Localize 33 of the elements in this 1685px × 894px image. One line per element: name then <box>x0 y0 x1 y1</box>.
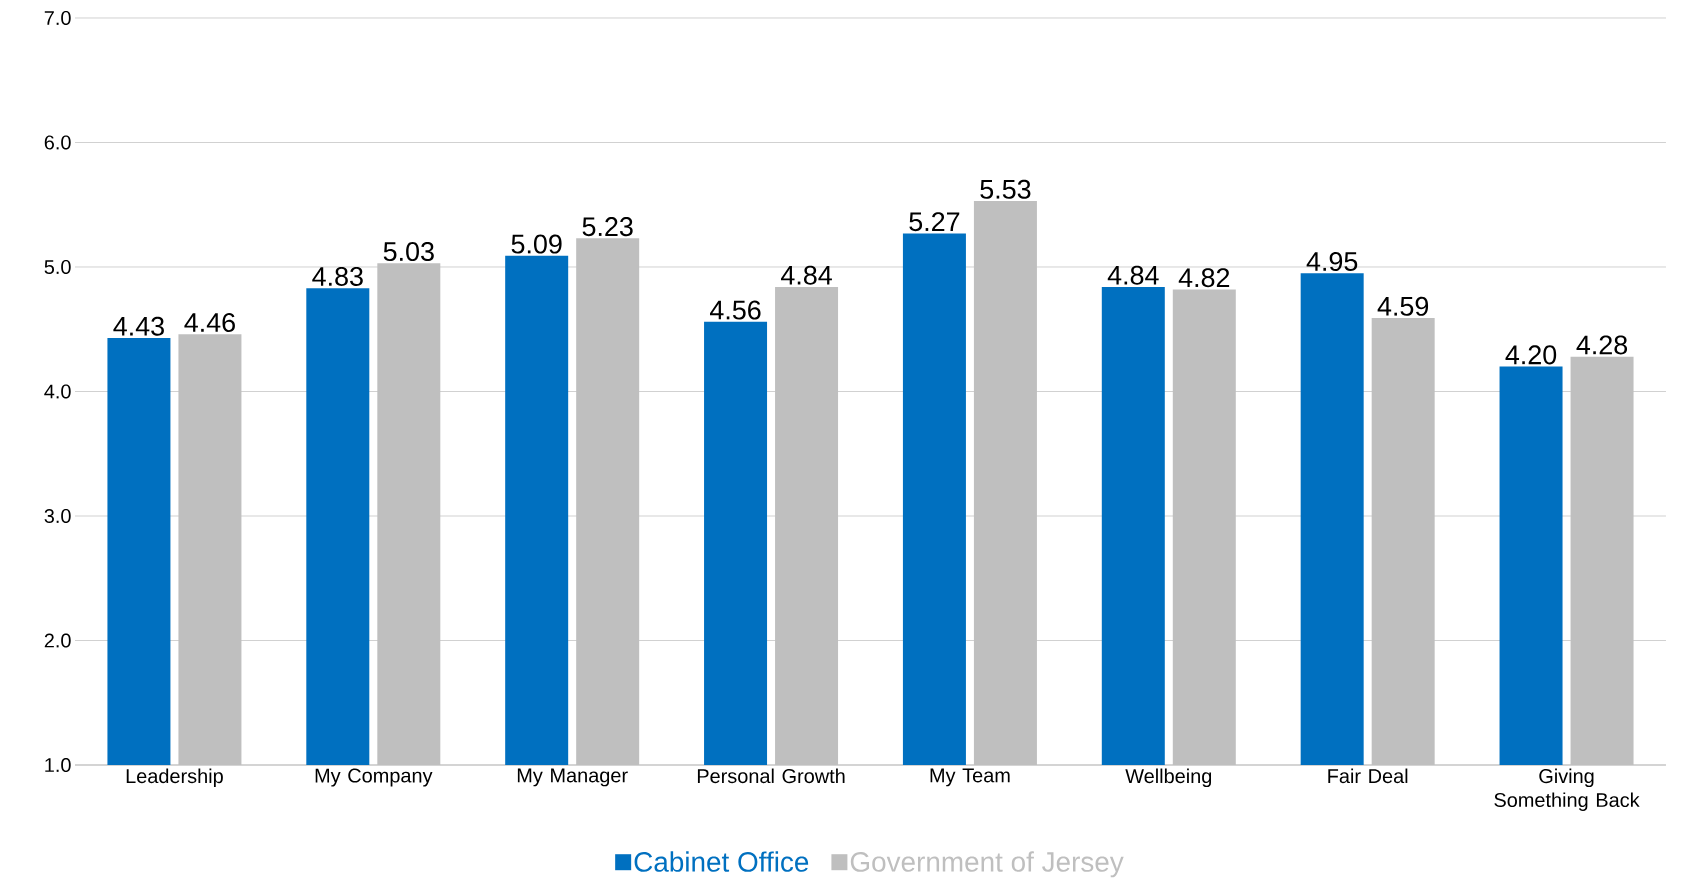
y-tick-label: 1.0 <box>45 757 71 773</box>
data-label: 4.46 <box>184 312 235 333</box>
y-tick-label: 3.0 <box>44 508 71 524</box>
data-label: 4.95 <box>1306 251 1358 272</box>
data-label: 4.56 <box>710 300 761 320</box>
y-tick-label: 5.0 <box>44 259 71 275</box>
data-label: 5.27 <box>909 212 960 232</box>
x-tick-label: My Company <box>315 768 433 787</box>
data-label: 4.83 <box>312 266 363 286</box>
data-label: 5.09 <box>511 234 562 254</box>
y-tick-label: 4.0 <box>44 384 71 399</box>
x-tick-label: Fair Deal <box>1328 768 1408 784</box>
data-label: 5.03 <box>383 242 434 262</box>
x-tick-label: Giving Something Back <box>1494 768 1640 812</box>
legend-label: Government of Jersey <box>850 851 1124 878</box>
y-tick-label: 7.0 <box>44 10 71 26</box>
x-tick-label: My Team <box>930 768 1010 787</box>
y-tick-label: 6.0 <box>44 135 71 150</box>
y-tick-label: 2.0 <box>44 633 71 648</box>
data-label: 4.43 <box>113 316 164 336</box>
x-tick-label: Wellbeing <box>1125 768 1212 788</box>
data-label: 4.82 <box>1178 268 1230 288</box>
data-label: 4.59 <box>1377 296 1429 316</box>
data-label: 4.20 <box>1505 345 1557 365</box>
x-tick-label: My Manager <box>517 768 628 787</box>
data-label: 5.53 <box>980 179 1031 199</box>
data-label: 4.28 <box>1576 335 1628 355</box>
legend-label: Cabinet Office <box>634 851 809 872</box>
data-label: 4.84 <box>781 265 832 285</box>
x-tick-label: Personal Growth <box>697 768 845 784</box>
data-label: 5.23 <box>582 217 633 237</box>
x-tick-label: Leadership <box>126 768 223 788</box>
data-label: 4.84 <box>1107 265 1159 285</box>
